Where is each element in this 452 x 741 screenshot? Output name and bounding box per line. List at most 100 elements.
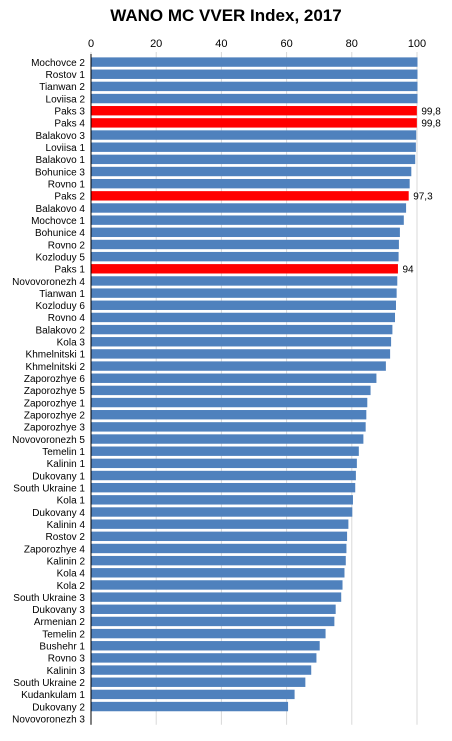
bar: [91, 191, 409, 201]
category-label: Mochovce 1: [31, 216, 85, 227]
bar: [91, 434, 364, 444]
bar: [91, 665, 312, 675]
bar: [91, 337, 392, 347]
category-label: Rostov 2: [46, 532, 86, 543]
bar: [91, 653, 317, 663]
bar: [91, 349, 391, 359]
category-label: Khmelnitski 2: [26, 362, 86, 373]
bar: [91, 324, 393, 335]
bar: [91, 166, 412, 177]
bar: [91, 239, 399, 250]
category-label: Bushehr 1: [39, 642, 85, 653]
category-label: Tianwan 1: [39, 289, 85, 300]
bar: [91, 482, 356, 493]
category-label: Bohunice 3: [35, 167, 85, 178]
bar: [91, 446, 359, 456]
bar: [91, 701, 289, 712]
category-label: Balakovo 3: [36, 131, 86, 142]
category-label: Zaporozhye 1: [24, 398, 86, 409]
bar: [91, 93, 418, 104]
category-label: Khmelnitski 1: [26, 350, 86, 361]
data-label: 99,8: [421, 119, 441, 130]
bar: [91, 373, 377, 383]
category-label: South Ukraine 1: [13, 483, 85, 494]
bar: [91, 300, 396, 310]
category-label: Bohunice 4: [35, 228, 85, 239]
bar: [91, 203, 407, 213]
category-label: Temelin 1: [42, 447, 85, 458]
category-label: Kola 2: [57, 581, 86, 592]
bar: [91, 628, 326, 639]
x-tick-label: 60: [280, 38, 292, 50]
bar: [91, 555, 346, 566]
category-label: Kola 4: [57, 569, 86, 580]
category-label: Kozloduy 6: [36, 301, 86, 312]
bar: [91, 616, 335, 627]
bar: [91, 142, 416, 152]
bar: [91, 118, 417, 128]
category-label: Paks 4: [54, 119, 85, 130]
chart-title: WANO MC VVER Index, 2017: [110, 6, 342, 25]
category-label: Dukovany 2: [32, 702, 85, 713]
category-label: Paks 2: [54, 192, 85, 203]
bar: [91, 276, 398, 286]
category-label: Balakovo 1: [36, 155, 86, 166]
x-tick-label: 80: [346, 38, 358, 50]
bar: [91, 410, 367, 420]
bar: [91, 385, 371, 396]
category-label: Kalinin 3: [47, 666, 86, 677]
bar: [91, 81, 418, 92]
category-label: Novovoronezh 4: [12, 277, 85, 288]
bar: [91, 689, 295, 700]
category-label: Kalinin 1: [47, 459, 86, 470]
category-label: Kozloduy 5: [36, 252, 86, 263]
bar: [91, 69, 418, 79]
x-tick-label: 100: [408, 38, 426, 50]
category-label: Zaporozhye 4: [24, 544, 86, 555]
x-tick-label: 20: [150, 38, 162, 50]
category-label: Kola 3: [57, 338, 86, 349]
category-label: Kola 1: [57, 496, 86, 507]
bar: [91, 531, 348, 542]
category-label: Dukovany 1: [32, 471, 85, 482]
bar: [91, 677, 306, 687]
bar: [91, 178, 410, 189]
category-label: Rostov 1: [46, 70, 86, 81]
category-label: Rovno 1: [48, 179, 86, 190]
bar: [91, 251, 399, 262]
bar: [91, 106, 417, 116]
category-label: Dukovany 4: [32, 508, 85, 519]
category-label: Rovno 2: [48, 240, 86, 251]
data-label: 99,8: [421, 107, 441, 118]
category-label: Armenian 2: [34, 617, 86, 628]
category-label: Rovno 4: [48, 313, 86, 324]
bar: [91, 227, 400, 238]
bar: [91, 312, 396, 323]
category-label: South Ukraine 3: [13, 593, 85, 604]
category-label: Rovno 3: [48, 654, 86, 665]
category-label: Novovoronezh 3: [12, 715, 85, 726]
bar: [91, 361, 386, 371]
bar: [91, 264, 398, 274]
category-label: Balakovo 2: [36, 325, 86, 336]
category-label: Kalinin 4: [47, 520, 86, 531]
category-label: Kudankulam 1: [21, 690, 85, 701]
category-label: Kalinin 2: [47, 556, 86, 567]
category-label: Zaporozhye 5: [24, 386, 86, 397]
category-label: Balakovo 4: [36, 204, 86, 215]
category-label: Zaporozhye 2: [24, 411, 86, 422]
category-label: Temelin 2: [42, 629, 85, 640]
category-label: South Ukraine 2: [13, 678, 85, 689]
bar: [91, 604, 336, 614]
bar: [91, 57, 418, 67]
bar: [91, 592, 342, 602]
data-label: 94: [402, 265, 414, 276]
bar: [91, 507, 353, 517]
category-label: Zaporozhye 3: [24, 423, 86, 434]
category-label: Mochovce 2: [31, 58, 85, 69]
bar: [91, 519, 349, 529]
category-label: Dukovany 3: [32, 605, 85, 616]
data-label: 97,3: [413, 192, 433, 203]
bar: [91, 458, 357, 469]
category-label: Loviisa 1: [46, 143, 86, 154]
